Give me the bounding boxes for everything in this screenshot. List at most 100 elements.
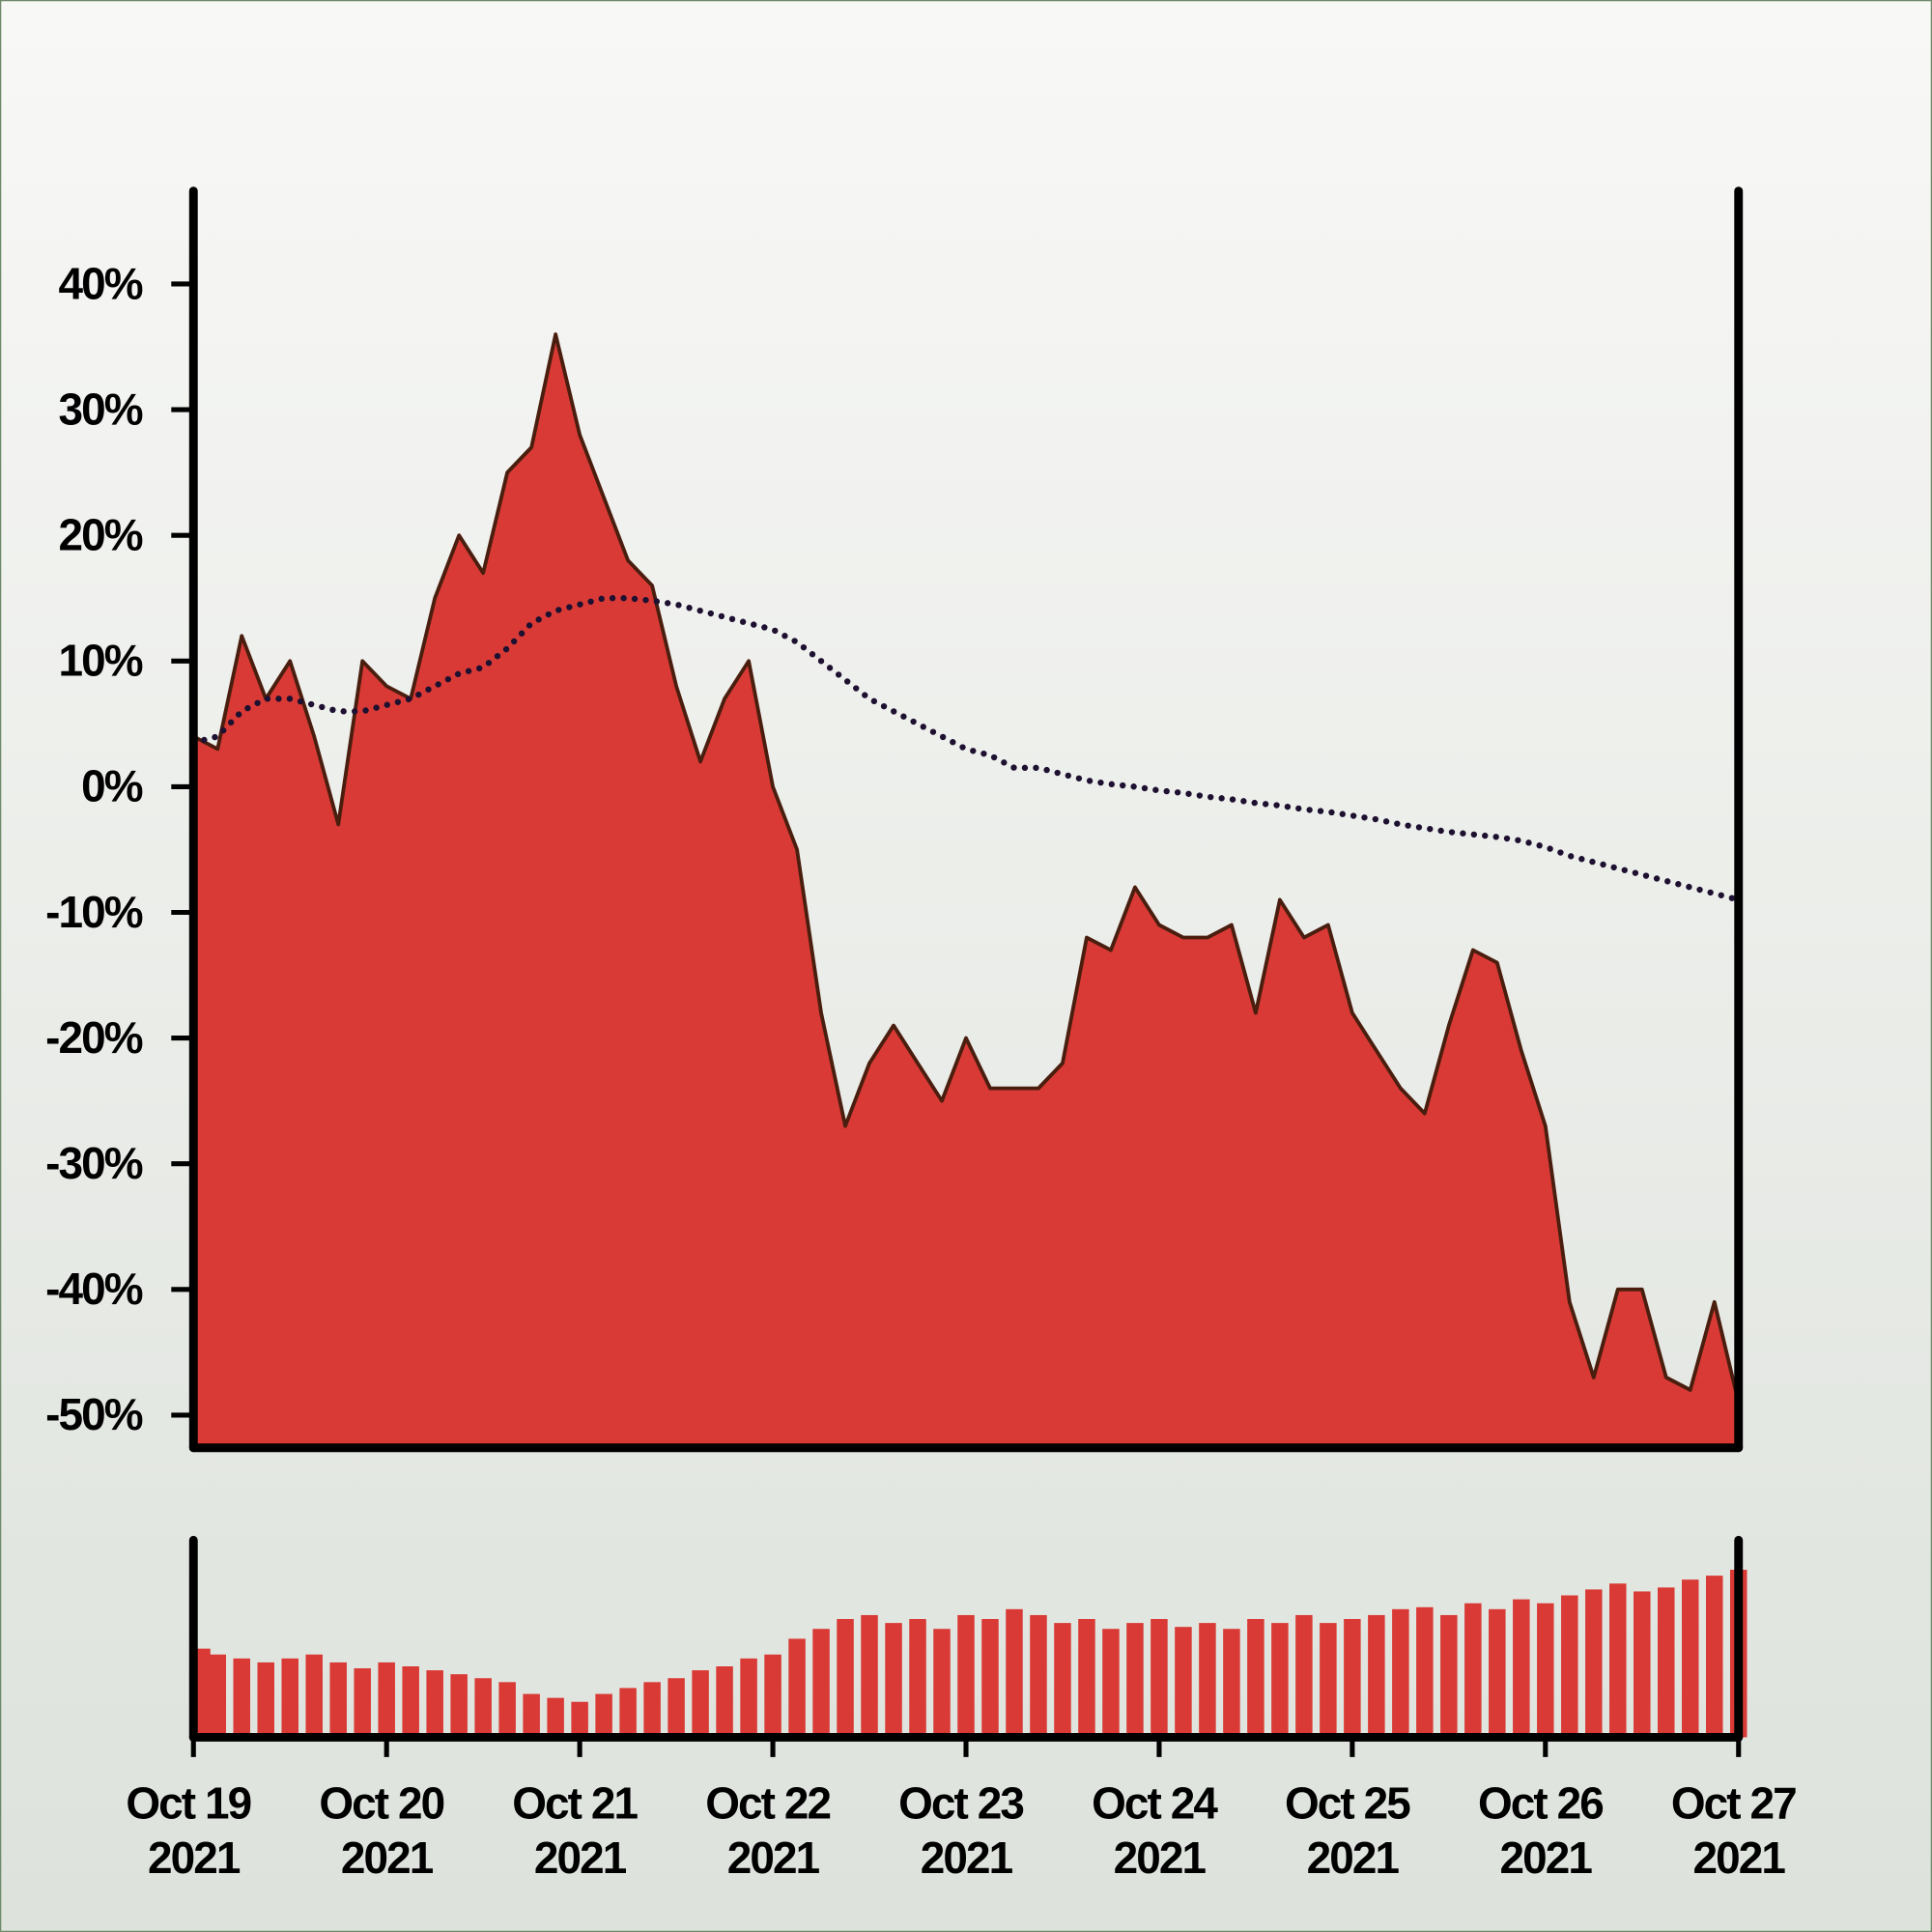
x-tick-label-line: Oct 25 xyxy=(1285,1778,1420,1829)
volume-bar xyxy=(1006,1608,1023,1738)
volume-bar xyxy=(1392,1608,1409,1738)
y-tick-label: 40% xyxy=(59,258,143,308)
volume-bar xyxy=(619,1688,637,1738)
volume-bar xyxy=(257,1662,274,1738)
x-tick-label-line: 2021 xyxy=(727,1833,820,1883)
volume-bar xyxy=(1102,1629,1120,1738)
volume-bar xyxy=(1513,1599,1530,1738)
area-fill xyxy=(193,334,1739,1448)
volume-bar xyxy=(668,1678,685,1738)
volume-bar xyxy=(1585,1589,1603,1738)
x-tick-label-line: Oct 23 xyxy=(898,1778,1034,1829)
volume-bar xyxy=(933,1629,951,1738)
y-tick-label: 10% xyxy=(59,636,143,686)
volume-bar xyxy=(837,1619,854,1738)
x-tick-label-line: Oct 26 xyxy=(1478,1778,1613,1829)
volume-bar xyxy=(1609,1583,1627,1738)
volume-bar xyxy=(788,1638,806,1738)
volume-bar xyxy=(643,1682,661,1738)
x-tick-label-line: Oct 21 xyxy=(512,1778,647,1829)
volume-bar xyxy=(1561,1595,1578,1738)
volume-bar xyxy=(1368,1614,1385,1738)
volume-bar xyxy=(378,1662,395,1738)
x-tick-label-line: 2021 xyxy=(921,1833,1013,1883)
y-tick-label: 30% xyxy=(59,384,143,434)
x-tick-label-line: 2021 xyxy=(341,1833,434,1883)
x-tick-label: Oct 24 2021 xyxy=(1092,1778,1227,1883)
volume-bar xyxy=(498,1682,516,1738)
volume-bar xyxy=(1658,1587,1675,1738)
y-tick-label: 0% xyxy=(81,761,143,811)
x-tick-label-line: 2021 xyxy=(148,1833,241,1883)
x-tick-label-line: Oct 22 xyxy=(705,1778,840,1829)
volume-bar xyxy=(764,1654,781,1738)
volume-bar xyxy=(1416,1606,1434,1738)
volume-bar xyxy=(692,1670,709,1738)
volume-bar xyxy=(595,1693,612,1738)
volume-bar xyxy=(209,1654,226,1738)
x-tick-label: Oct 25 2021 xyxy=(1285,1778,1420,1883)
volume-bar xyxy=(716,1666,733,1738)
volume-bar xyxy=(1271,1623,1289,1738)
volume-bar xyxy=(1634,1591,1651,1738)
volume-bar xyxy=(1537,1603,1554,1738)
area-line xyxy=(192,332,1741,1404)
volume-bar xyxy=(981,1619,999,1738)
x-tick-label: Oct 26 2021 xyxy=(1478,1778,1613,1883)
x-tick-label-line: 2021 xyxy=(534,1833,627,1883)
volume-bar xyxy=(1295,1614,1313,1738)
volume-bar xyxy=(1489,1608,1506,1738)
volume-bar xyxy=(281,1658,298,1738)
x-tick-label-line: Oct 20 xyxy=(319,1778,454,1829)
x-tick-label-line: Oct 19 xyxy=(126,1778,261,1829)
volume-bar xyxy=(1030,1614,1047,1738)
volume-bar xyxy=(1078,1619,1095,1738)
volume-bar xyxy=(740,1658,757,1738)
y-tick-label: 20% xyxy=(59,509,143,559)
x-tick-label-line: Oct 27 xyxy=(1671,1778,1806,1829)
y-tick-label: -20% xyxy=(45,1012,143,1063)
x-tick-label: Oct 19 2021 xyxy=(126,1778,261,1883)
volume-bar xyxy=(233,1658,250,1738)
volume-bar xyxy=(1440,1614,1458,1738)
volume-bar xyxy=(1199,1623,1216,1738)
x-tick-label: Oct 23 2021 xyxy=(898,1778,1034,1883)
x-tick-label: Oct 20 2021 xyxy=(319,1778,454,1883)
x-tick-label-line: 2021 xyxy=(1307,1833,1400,1883)
volume-bar xyxy=(1175,1627,1192,1738)
volume-bar xyxy=(426,1670,443,1738)
volume-bar xyxy=(354,1668,371,1738)
x-tick-label-line: 2021 xyxy=(1114,1833,1207,1883)
volume-bar xyxy=(1344,1619,1361,1738)
volume-bar xyxy=(571,1701,588,1738)
volume-bar xyxy=(1706,1576,1723,1738)
y-tick-label: -40% xyxy=(45,1264,143,1314)
volume-bar xyxy=(1223,1629,1240,1738)
volume-bar xyxy=(450,1674,468,1738)
volume-bar xyxy=(305,1654,323,1738)
volume-bar xyxy=(1126,1623,1144,1738)
volume-bar xyxy=(1247,1619,1264,1738)
volume-bar xyxy=(474,1678,492,1738)
x-tick-label-line: 2021 xyxy=(1500,1833,1593,1883)
y-tick-label: -30% xyxy=(45,1138,143,1188)
x-tick-label-line: 2021 xyxy=(1693,1833,1786,1883)
y-tick-label: -50% xyxy=(45,1389,143,1439)
y-tick-label: -10% xyxy=(45,887,143,937)
volume-bar xyxy=(329,1662,347,1738)
x-tick-label: Oct 22 2021 xyxy=(705,1778,840,1883)
x-tick-label-line: Oct 24 xyxy=(1092,1778,1227,1829)
volume-bar xyxy=(957,1614,975,1738)
x-tick-label: Oct 27 2021 xyxy=(1671,1778,1806,1883)
volume-bar xyxy=(523,1693,540,1738)
volume-bar xyxy=(1320,1623,1337,1738)
volume-bar xyxy=(909,1619,926,1738)
volume-bar xyxy=(812,1629,830,1738)
volume-bar xyxy=(861,1614,878,1738)
volume-bar xyxy=(1464,1603,1482,1738)
x-tick-label: Oct 21 2021 xyxy=(512,1778,647,1883)
volume-bar xyxy=(547,1697,564,1738)
